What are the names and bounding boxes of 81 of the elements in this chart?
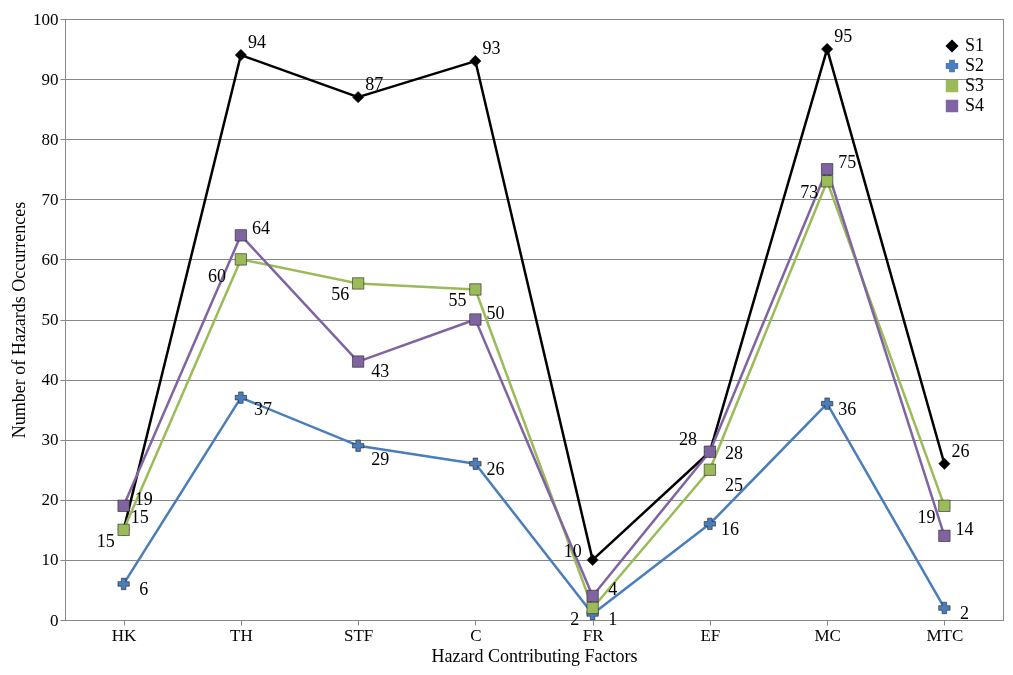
- data-label: 75: [838, 152, 857, 173]
- point: [352, 355, 365, 368]
- point: [352, 91, 365, 104]
- data-label: 19: [917, 506, 936, 527]
- point: [703, 517, 716, 530]
- x-tick-label: EF: [700, 625, 721, 645]
- data-label: 26: [486, 458, 505, 479]
- data-label: 4: [608, 578, 618, 599]
- y-tick-label: 100: [33, 9, 59, 29]
- data-label: 94: [247, 32, 266, 53]
- data-label: 16: [720, 518, 739, 539]
- x-axis-title: Hazard Contributing Factors: [431, 645, 638, 666]
- point: [703, 463, 716, 476]
- y-tick-label: 0: [50, 610, 59, 630]
- point: [938, 499, 951, 512]
- point: [821, 43, 834, 56]
- x-tick-label: HK: [111, 625, 138, 645]
- point: [586, 589, 599, 602]
- data-label: 50: [486, 302, 505, 323]
- legend-label: S3: [965, 75, 985, 95]
- data-label: 14: [955, 518, 974, 539]
- legend-label: S4: [965, 95, 985, 115]
- point: [586, 553, 599, 566]
- y-tick-label: 50: [41, 310, 59, 329]
- data-label: 43: [371, 360, 390, 381]
- y-tick-label: 60: [41, 249, 59, 269]
- y-tick-label: 30: [41, 430, 59, 450]
- point: [234, 253, 247, 266]
- y-tick-label: 70: [41, 189, 59, 209]
- point: [469, 55, 482, 68]
- point: [469, 283, 482, 296]
- legend-label: S1: [965, 35, 985, 55]
- legend-label: S2: [965, 55, 985, 75]
- y-tick-label: 10: [41, 550, 59, 570]
- point: [117, 577, 130, 590]
- point: [469, 457, 482, 470]
- point: [117, 499, 130, 512]
- point: [821, 397, 834, 410]
- data-label: 26: [951, 440, 970, 461]
- data-label: 28: [678, 428, 697, 449]
- data-label: 6: [139, 578, 149, 599]
- y-tick-label: 40: [41, 370, 59, 390]
- data-label: 95: [834, 26, 853, 47]
- data-label: 1: [608, 608, 618, 629]
- data-label: 15: [96, 530, 115, 551]
- point: [821, 175, 834, 188]
- x-tick-label: MTC: [926, 625, 964, 645]
- point: [821, 163, 834, 176]
- point: [938, 529, 951, 542]
- data-label: 29: [371, 448, 390, 469]
- data-label: 55: [448, 290, 467, 311]
- x-tick-label: MC: [814, 625, 841, 645]
- x-tick-label: STF: [343, 625, 374, 645]
- data-label: 87: [365, 74, 384, 95]
- point: [234, 49, 247, 62]
- data-label: 2: [570, 608, 580, 629]
- y-tick-label: 90: [41, 69, 59, 89]
- x-tick-label: TH: [230, 625, 253, 645]
- point: [234, 391, 247, 404]
- x-tick-label: C: [470, 625, 482, 645]
- data-label: 25: [724, 474, 743, 495]
- data-label: 2: [959, 602, 969, 623]
- y-tick-label: 20: [41, 490, 59, 510]
- data-label: 19: [134, 488, 153, 509]
- y-axis-title: Number of Hazards Occurrences: [9, 201, 29, 439]
- point: [938, 457, 951, 470]
- data-label: 28: [724, 442, 743, 463]
- data-label: 56: [331, 284, 350, 305]
- data-label: 36: [838, 398, 857, 419]
- data-label: 93: [482, 38, 501, 59]
- point: [352, 439, 365, 452]
- point: [586, 601, 599, 614]
- y-tick-label: 80: [41, 129, 59, 149]
- point: [352, 277, 365, 290]
- point: [938, 601, 951, 614]
- data-label: 64: [251, 218, 270, 239]
- x-tick-label: FR: [582, 625, 605, 645]
- point: [234, 229, 247, 242]
- data-label: 15: [130, 506, 149, 527]
- data-label: 73: [800, 182, 819, 203]
- point: [469, 313, 482, 326]
